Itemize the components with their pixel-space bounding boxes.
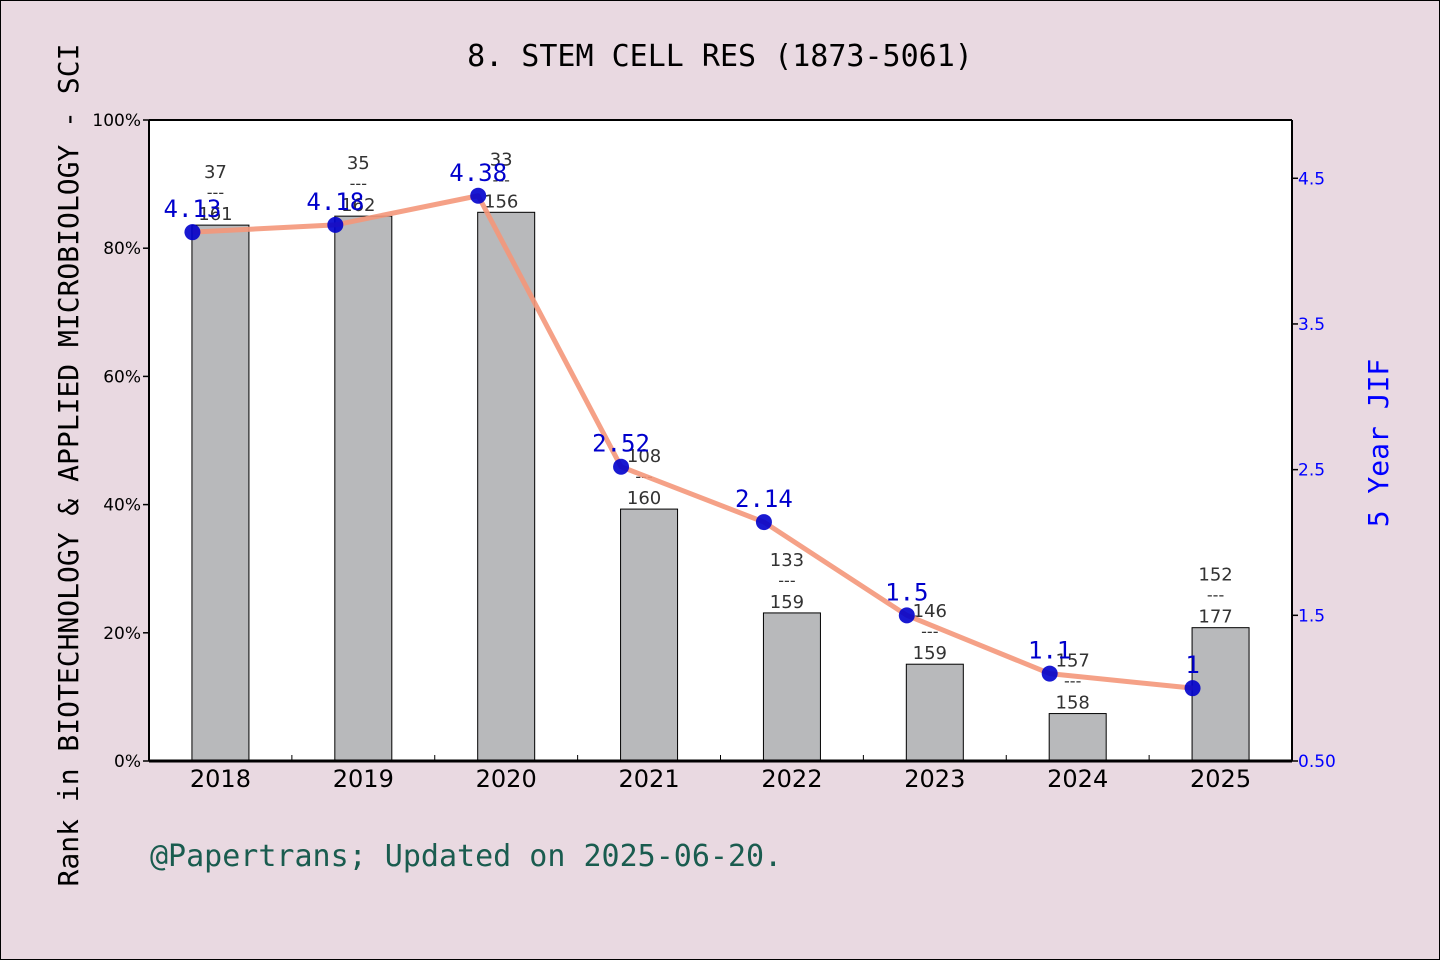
- jif-point-2020: [470, 187, 487, 204]
- x-tick-label: 2021: [619, 765, 680, 793]
- jif-label: 4.13: [164, 195, 222, 223]
- y-tick-label: 20%: [103, 624, 141, 644]
- jif-label: 2.52: [592, 430, 650, 458]
- rank-label: 146: [913, 601, 947, 622]
- rank-separator: ---: [350, 174, 367, 193]
- total-label: 161: [198, 204, 232, 225]
- total-label: 177: [1198, 607, 1232, 628]
- bar-2022: [762, 612, 821, 762]
- x-tick-label: 2025: [1190, 765, 1251, 793]
- rank-label: 157: [1056, 651, 1090, 672]
- x-tick-label: 2023: [904, 765, 965, 793]
- bar-2018: [191, 224, 250, 762]
- rank-label: 133: [770, 550, 804, 571]
- jif-label: 1.1: [1028, 637, 1071, 665]
- plot-area: [149, 120, 1292, 761]
- total-label: 159: [913, 643, 947, 664]
- total-label: 160: [627, 488, 661, 509]
- y-tick-label: 60%: [103, 367, 141, 387]
- y2-tick-label: 1.5: [1298, 606, 1325, 626]
- rank-label: 152: [1198, 565, 1232, 586]
- rank-separator: ---: [493, 170, 510, 189]
- bar-2019: [334, 215, 393, 762]
- jif-point-2024: [1041, 665, 1058, 682]
- y-axis-label: Rank in BIOTECHNOLOGY & APPLIED MICROBIO…: [52, 44, 85, 887]
- jif-point-2022: [755, 514, 772, 531]
- bar-2023: [905, 663, 964, 762]
- rank-label: 37: [204, 162, 227, 183]
- jif-point-2021: [613, 458, 630, 475]
- y2-axis-label: 5 Year JIF: [1362, 359, 1395, 528]
- jif-label: 4.18: [306, 188, 364, 216]
- jif-point-2023: [898, 607, 915, 624]
- chart-title: 8. STEM CELL RES (1873-5061): [467, 39, 973, 74]
- y2-tick-label: 3.5: [1298, 315, 1325, 335]
- jif-line: [192, 193, 1193, 691]
- y2-tick-label: 2.5: [1298, 461, 1325, 481]
- jif-label: 1: [1185, 651, 1199, 679]
- jif-point-2025: [1184, 680, 1201, 697]
- y-tick-label: 40%: [103, 496, 141, 516]
- x-tick-label: 2018: [190, 765, 251, 793]
- rank-label: 35: [347, 153, 370, 174]
- bar-2024: [1048, 713, 1107, 762]
- jif-label: 1.5: [885, 578, 928, 606]
- y2-tick-label: 4.5: [1298, 169, 1325, 189]
- jif-label: 2.14: [735, 485, 793, 513]
- rank-separator: ---: [778, 571, 795, 590]
- rank-label: 33: [490, 149, 513, 170]
- bar-2020: [477, 211, 536, 762]
- y2-tick-label: 0.50: [1298, 752, 1336, 772]
- x-tick-label: 2022: [761, 765, 822, 793]
- x-tick-label: 2024: [1047, 765, 1108, 793]
- rank-label: 108: [627, 446, 661, 467]
- bar-2025: [1191, 627, 1250, 762]
- total-label: 159: [770, 592, 804, 613]
- footer-credit: @Papertrans; Updated on 2025-06-20.: [150, 839, 782, 874]
- jif-point-2019: [327, 216, 344, 233]
- total-label: 156: [484, 191, 518, 212]
- rank-separator: ---: [1207, 586, 1224, 605]
- y-tick-label: 100%: [92, 111, 141, 131]
- x-tick-label: 2019: [333, 765, 394, 793]
- y-tick-label: 80%: [103, 239, 141, 259]
- jif-label: 4.38: [449, 159, 507, 187]
- x-tick-label: 2020: [476, 765, 537, 793]
- y-tick-label: 0%: [114, 752, 141, 772]
- total-label: 162: [341, 195, 375, 216]
- total-label: 158: [1056, 693, 1090, 714]
- jif-point-2018: [184, 224, 201, 241]
- rank-separator: ---: [207, 183, 224, 202]
- bar-2021: [620, 508, 679, 762]
